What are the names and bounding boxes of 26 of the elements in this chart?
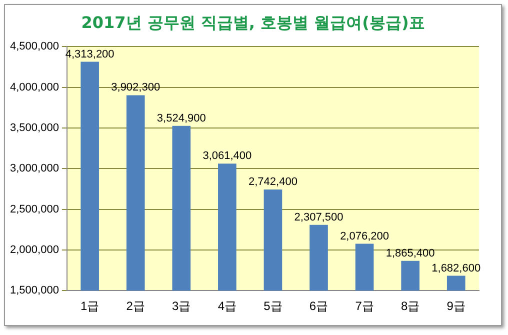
- data-label: 2,742,400: [248, 176, 298, 188]
- y-tick-label: 3,500,000: [10, 122, 59, 134]
- y-tick-label: 2,500,000: [10, 203, 59, 216]
- data-label: 1,682,600: [432, 262, 481, 274]
- x-tick-label: 7급: [355, 299, 374, 314]
- x-tick-label: 3급: [172, 299, 191, 314]
- data-label: 1,865,400: [386, 247, 435, 260]
- x-tick-label: 4급: [218, 299, 237, 314]
- data-label: 4,313,200: [65, 48, 114, 60]
- y-tick-label: 4,000,000: [10, 81, 59, 94]
- y-tick-label: 4,500,000: [10, 40, 59, 53]
- y-tick-label: 3,000,000: [10, 162, 59, 175]
- x-tick-label: 2급: [126, 299, 145, 314]
- x-tick-label: 9급: [446, 299, 466, 314]
- data-label: 3,902,300: [111, 82, 160, 94]
- x-tick-label: 1급: [80, 299, 100, 314]
- x-tick-label: 5급: [264, 299, 282, 314]
- y-tick-label: 1,500,000: [10, 284, 59, 297]
- data-label: 2,076,200: [340, 230, 390, 242]
- x-tick-label: 8급: [400, 299, 420, 314]
- chart-title: 2017년 공무원 직급별, 호봉별 월급여(봉급)표: [80, 13, 426, 34]
- x-tick-label: 6급: [309, 299, 328, 314]
- data-label: 3,524,900: [156, 112, 206, 124]
- data-label: 2,307,500: [294, 211, 344, 224]
- data-label: 3,061,400: [202, 150, 252, 162]
- y-tick-label: 2,000,000: [10, 244, 59, 256]
